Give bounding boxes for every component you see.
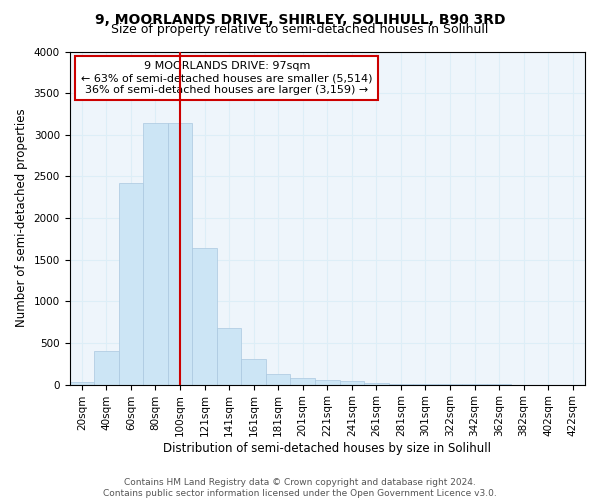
- X-axis label: Distribution of semi-detached houses by size in Solihull: Distribution of semi-detached houses by …: [163, 442, 491, 455]
- Bar: [217, 328, 241, 384]
- Bar: [94, 352, 119, 384]
- Text: 9 MOORLANDS DRIVE: 97sqm
← 63% of semi-detached houses are smaller (5,514)
36% o: 9 MOORLANDS DRIVE: 97sqm ← 63% of semi-d…: [81, 62, 373, 94]
- Bar: [241, 359, 266, 384]
- Bar: [119, 183, 143, 384]
- Bar: [168, 123, 192, 384]
- Bar: [70, 382, 94, 384]
- Bar: [364, 383, 389, 384]
- Y-axis label: Number of semi-detached properties: Number of semi-detached properties: [15, 108, 28, 328]
- Bar: [266, 374, 290, 384]
- Bar: [315, 380, 340, 384]
- Text: 9, MOORLANDS DRIVE, SHIRLEY, SOLIHULL, B90 3RD: 9, MOORLANDS DRIVE, SHIRLEY, SOLIHULL, B…: [95, 12, 505, 26]
- Text: Size of property relative to semi-detached houses in Solihull: Size of property relative to semi-detach…: [112, 22, 488, 36]
- Text: Contains HM Land Registry data © Crown copyright and database right 2024.
Contai: Contains HM Land Registry data © Crown c…: [103, 478, 497, 498]
- Bar: [340, 381, 364, 384]
- Bar: [192, 248, 217, 384]
- Bar: [143, 123, 168, 384]
- Bar: [290, 378, 315, 384]
